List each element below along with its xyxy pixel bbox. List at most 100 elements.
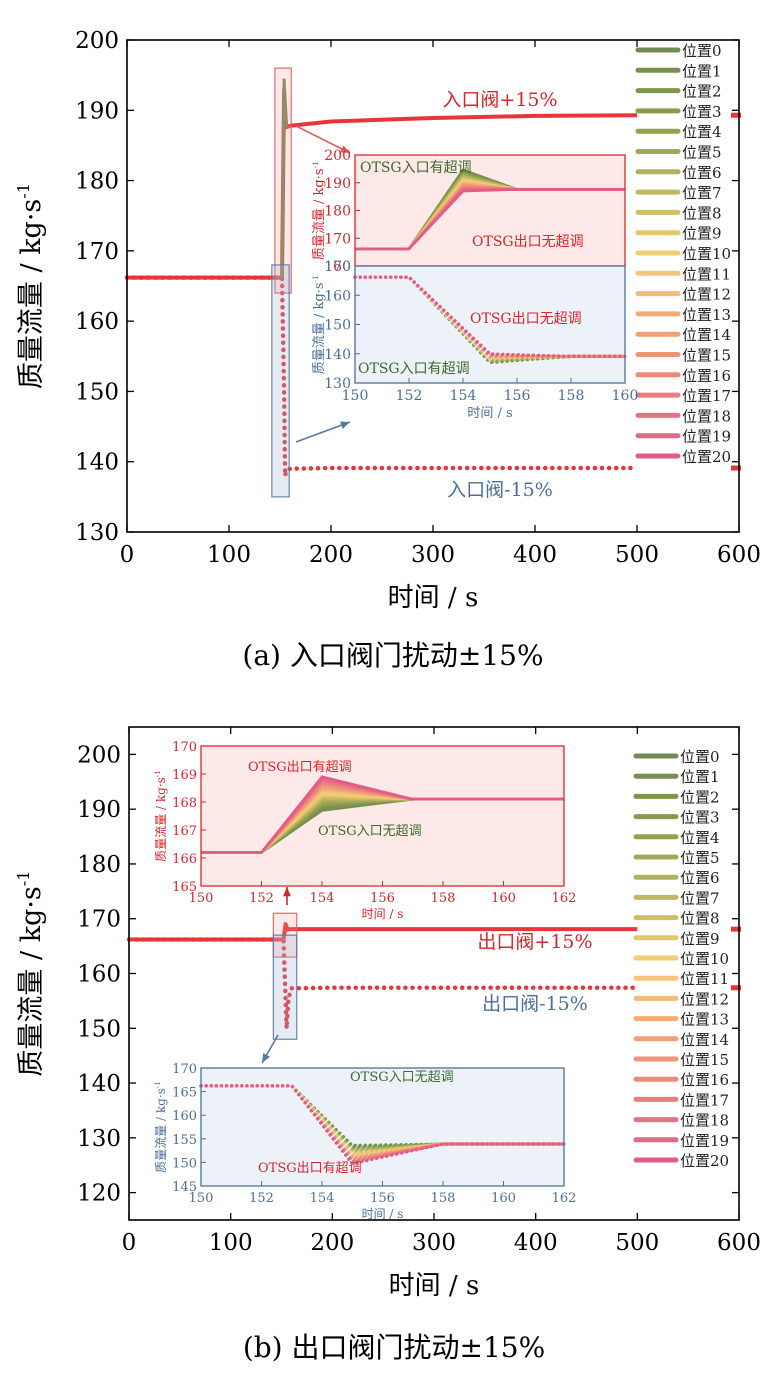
label-valve-plus: 入口阀+15% <box>442 89 557 111</box>
legend-label: 位置10 <box>682 245 731 263</box>
inset-y-tick-label: 140 <box>324 347 351 363</box>
panel-caption: (b) 出口阀门扰动±15% <box>243 1331 545 1364</box>
inset-x-tick-label: 154 <box>310 891 335 906</box>
legend-label: 位置9 <box>682 225 722 243</box>
legend-label: 位置5 <box>680 849 720 867</box>
y-tick-label: 190 <box>77 797 121 823</box>
inset-y-tick-label: 200 <box>324 148 351 164</box>
inset-x-tick-label: 156 <box>504 388 531 404</box>
legend-label: 位置11 <box>682 265 731 283</box>
y-tick-label: 170 <box>77 907 121 933</box>
inset-x-tick-label: 160 <box>491 1191 516 1206</box>
panel-a: 0 100 200 300 400 500 600130140150160170180190… <box>14 28 761 672</box>
y-tick-label: 160 <box>77 962 121 988</box>
inset-x-tick-label: 160 <box>612 388 639 404</box>
inset-x-tick-label: 154 <box>450 388 477 404</box>
series-spike-green <box>280 78 288 278</box>
inset-annotation-bottom: OTSG入口有超调 <box>358 361 470 377</box>
legend: 位置0 位置1 位置2 位置3 位置4 位置5 位置6 位置7 位置8 位置9 位置10 位置11 位置… <box>635 42 731 466</box>
inset-x-tick-label: 154 <box>310 1191 335 1206</box>
inset-x-label: 时间 / s <box>362 1207 404 1221</box>
inset-x-tick-label: 162 <box>552 891 577 906</box>
inset-background <box>201 746 564 886</box>
y-tick-label: 130 <box>77 1126 121 1152</box>
inset-x-tick-label: 158 <box>431 1191 456 1206</box>
x-tick-label: 400 <box>514 1230 558 1256</box>
legend-label: 位置15 <box>682 347 731 365</box>
inset-x-tick-label: 152 <box>249 1191 274 1206</box>
inset-y-tick-label: 150 <box>324 318 351 334</box>
y-tick-label: 160 <box>75 309 119 335</box>
inset-x-tick-label: 156 <box>370 891 395 906</box>
legend-label: 位置15 <box>680 1051 729 1069</box>
legend-label: 位置18 <box>680 1112 729 1130</box>
legend-label: 位置1 <box>680 768 720 786</box>
x-axis-label: 时间 / s <box>388 583 479 613</box>
y-tick-label: 150 <box>75 379 119 405</box>
zoom-arrow <box>295 125 351 154</box>
series-line-出口阀+15% <box>129 922 638 942</box>
legend: 位置0 位置1 位置2 位置3 位置4 位置5 位置6 位置7 位置8 位置9 位置10 位置11 位置… <box>633 748 729 1170</box>
x-tick-label: 0 <box>120 542 135 568</box>
inset-annotation-top: OTSG入口有超调 <box>360 160 472 176</box>
inset-x-tick-label: 158 <box>431 891 456 906</box>
inset-y-tick-label: 190 <box>324 176 351 192</box>
legend-label: 位置4 <box>682 123 722 141</box>
inset-y-tick-label: 166 <box>172 852 197 867</box>
inset-x-tick-label: 158 <box>558 388 585 404</box>
inset-curve <box>355 188 625 251</box>
inset-y-tick-label: 167 <box>172 824 197 839</box>
inset-frame <box>354 265 626 384</box>
legend-label: 位置7 <box>680 889 720 907</box>
legend-label: 位置8 <box>680 910 720 928</box>
x-tick-label: 0 <box>122 1230 137 1256</box>
legend-label: 位置4 <box>680 829 720 847</box>
x-tick-label: 300 <box>411 542 455 568</box>
x-tick-label: 600 <box>717 1230 761 1256</box>
legend-label: 位置0 <box>680 748 720 766</box>
y-tick-label: 130 <box>75 520 119 546</box>
zoom-arrow <box>295 421 351 443</box>
x-tick-label: 500 <box>615 542 659 568</box>
inset-y-tick-label: 170 <box>172 1062 197 1077</box>
y-axis-label: 质量流量 / kg·s-1 <box>14 183 47 389</box>
inset-curve <box>353 275 627 358</box>
y-tick-label: 150 <box>77 1016 121 1042</box>
legend-label: 位置12 <box>680 990 729 1008</box>
inset-x-tick-label: 150 <box>189 891 214 906</box>
inset-y-tick-label: 170 <box>172 740 197 755</box>
legend-label: 位置18 <box>682 407 731 425</box>
inset-annotation-bottom: OTSG入口无超调 <box>318 824 422 839</box>
legend-label: 位置16 <box>680 1071 729 1089</box>
inset-y-tick-label: 160 <box>324 288 351 304</box>
legend-label: 位置19 <box>680 1132 729 1150</box>
inset-frame <box>200 745 565 887</box>
panel-b: 0 100 200 300 400 500 600 120 130 140 150 160 170 180… <box>14 726 761 1364</box>
legend-label: 位置6 <box>682 164 722 182</box>
zoom-arrow-head <box>340 421 350 429</box>
x-tick-label: 300 <box>412 1230 456 1256</box>
inset-y-tick-label: 180 <box>324 204 351 220</box>
x-tick-label: 600 <box>717 542 761 568</box>
y-tick-label: 200 <box>77 742 121 768</box>
zoom-region <box>272 934 298 1040</box>
legend-label: 位置0 <box>682 42 722 60</box>
inset: 165 166 167 168 169 170 150 152 154 156 158 160 162 时… <box>153 740 576 921</box>
inset-x-tick-label: 156 <box>370 1191 395 1206</box>
inset-annotation-bottom: OTSG出口有超调 <box>258 1161 362 1176</box>
inset-x-label: 时间 / s <box>467 406 512 421</box>
legend-label: 位置2 <box>682 83 722 101</box>
legend-label: 位置14 <box>682 326 731 344</box>
plot-frame <box>128 726 740 1221</box>
inset-frame <box>200 1067 565 1187</box>
inset-x-tick-label: 162 <box>552 1191 577 1206</box>
inset-y-tick-label: 168 <box>172 796 197 811</box>
inset-x-tick-label: 150 <box>342 388 369 404</box>
y-tick-label: 170 <box>75 239 119 265</box>
legend-label: 位置16 <box>682 367 731 385</box>
inset-y-tick-label: 169 <box>172 768 197 783</box>
legend-label: 位置13 <box>680 1011 729 1029</box>
